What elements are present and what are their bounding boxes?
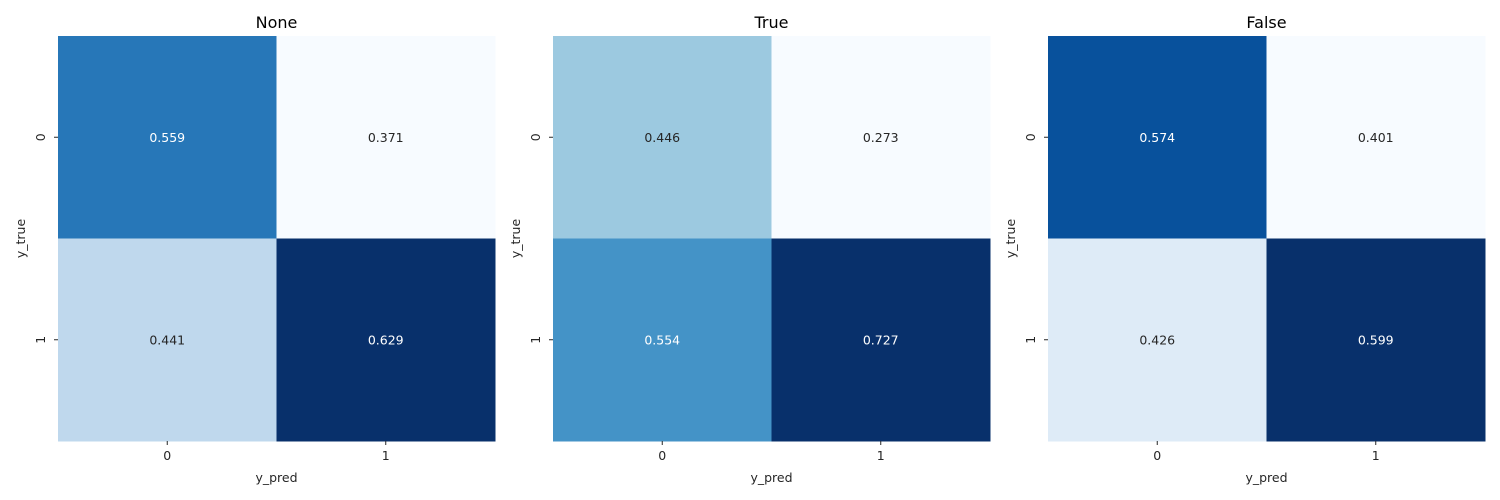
x-tick-label: 1 [1372,448,1380,463]
cell-value-label: 0.273 [863,130,899,145]
y-tick-label: 0 [33,133,48,141]
cell-value-label: 0.371 [368,130,404,145]
y-tick-label: 0 [1023,133,1038,141]
cell-value-label: 0.401 [1358,130,1394,145]
heatmap-cell [553,36,772,239]
x-axis-label: y_pred [1245,470,1287,485]
x-axis-label: y_pred [255,470,297,485]
heatmap-cell [276,36,496,239]
cell-value-label: 0.559 [149,130,185,145]
heatmap-cell [276,238,496,442]
cell-value-label: 0.599 [1358,332,1394,347]
y-axis-label: y_true [13,219,28,259]
cell-value-label: 0.629 [368,332,404,347]
y-tick-label: 1 [1023,336,1038,344]
y-axis-label: y_true [508,219,523,259]
heatmap-cell [58,36,277,239]
cell-value-label: 0.446 [644,130,680,145]
cell-value-label: 0.554 [644,332,680,347]
x-tick-label: 0 [163,448,171,463]
x-axis-label: y_pred [750,470,792,485]
y-tick-label: 1 [33,336,48,344]
x-tick-label: 0 [1153,448,1161,463]
panel-title: False [1246,13,1286,32]
heatmap-cell [771,36,991,239]
cell-value-label: 0.727 [863,332,899,347]
x-tick-label: 0 [658,448,666,463]
y-axis-label: y_true [1003,219,1018,259]
cell-value-label: 0.426 [1139,332,1175,347]
heatmap-cell [553,238,772,442]
heatmap-cell [58,238,277,442]
heatmap-cell [1266,238,1486,442]
heatmap-cell [1048,238,1267,442]
cell-value-label: 0.441 [149,332,185,347]
y-tick-label: 0 [528,133,543,141]
heatmap-panel-0: 0.559 0.371 0.441 0.629 None 0 1 0 1 y_pred y_true [13,13,496,485]
cell-value-label: 0.574 [1139,130,1175,145]
x-tick-label: 1 [382,448,390,463]
heatmap-cell [1048,36,1267,239]
panel-title: True [754,13,789,32]
heatmap-panel-2: 0.574 0.401 0.426 0.599 False 0 1 0 1 y_pred y_tru… [1003,13,1486,485]
y-tick-label: 1 [528,336,543,344]
heatmap-cell [771,238,991,442]
heatmap-panel-1: 0.446 0.273 0.554 0.727 True 0 1 0 1 y_pred y_true [508,13,991,485]
panel-title: None [256,13,298,32]
heatmap-cell [1266,36,1486,239]
x-tick-label: 1 [877,448,885,463]
